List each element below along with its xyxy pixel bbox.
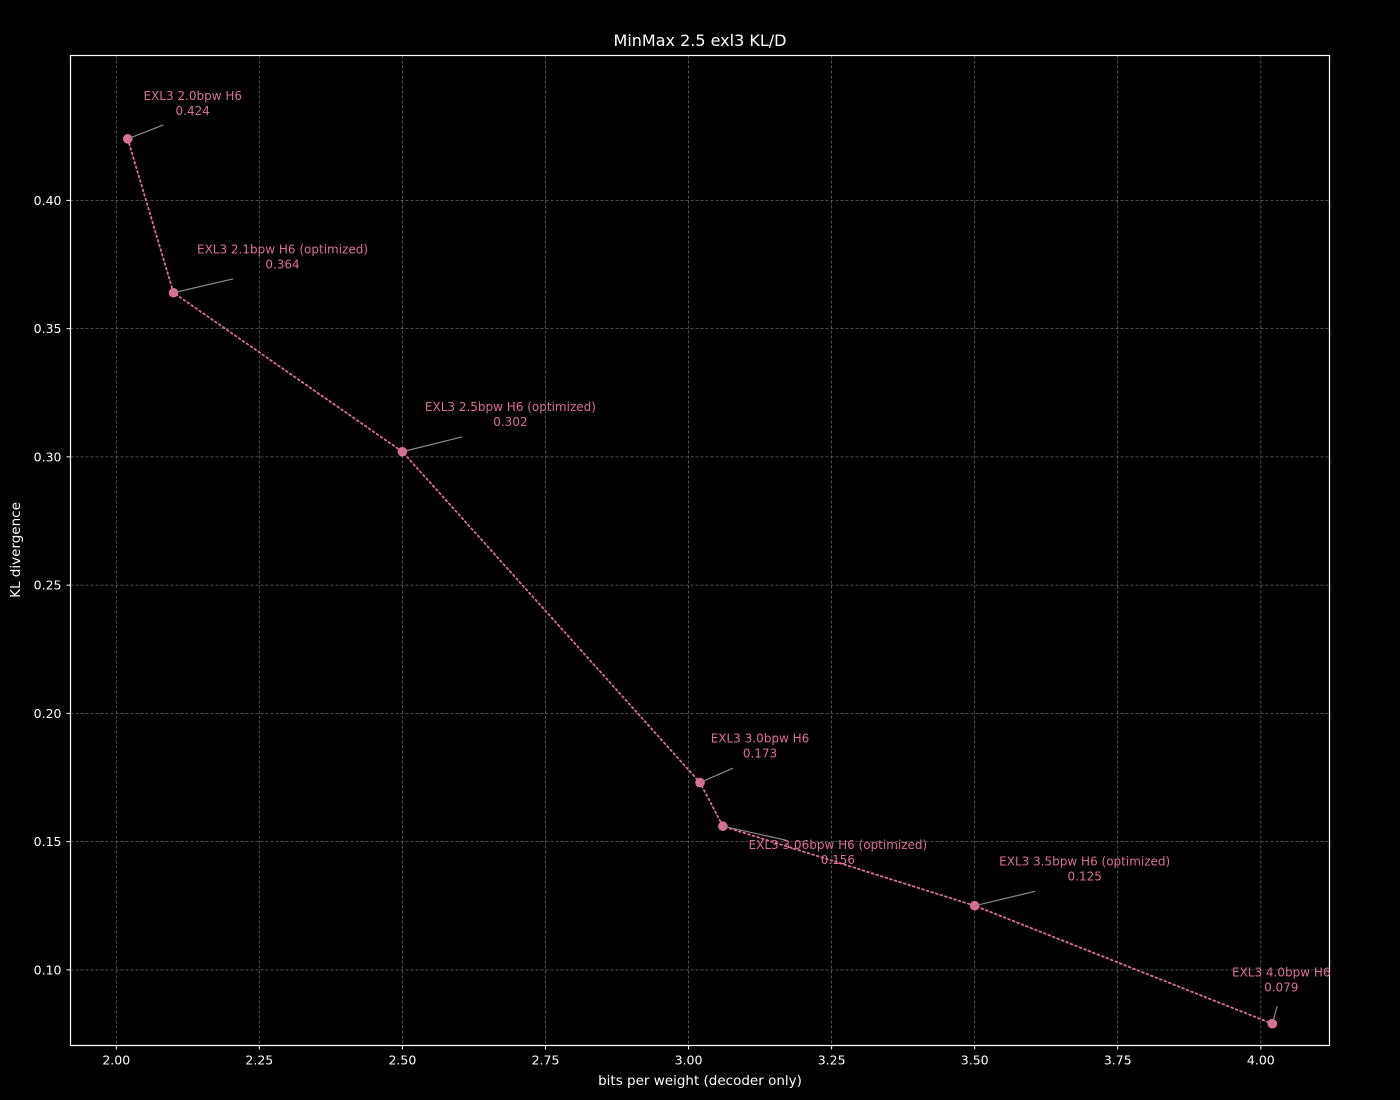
- point-annotations: EXL3 2.0bpw H60.424 EXL3 2.1bpw H6 (optim…: [127, 89, 1331, 1024]
- y-axis-label: KL divergence: [8, 502, 24, 598]
- x-tick-label: 2.75: [532, 1053, 560, 1068]
- plot-area-frame: [69, 54, 1331, 1047]
- x-tick-label: 3.75: [1104, 1053, 1132, 1068]
- point-label: EXL3 3.06bpw H6 (optimized): [749, 838, 928, 852]
- x-axis-label: bits per weight (decoder only): [598, 1073, 802, 1089]
- y-tick-label: 0.25: [34, 578, 62, 593]
- x-tick-label: 2.00: [102, 1053, 130, 1068]
- point-value-label: 0.079: [1264, 981, 1298, 995]
- point-label: EXL3 2.0bpw H6: [143, 89, 242, 103]
- y-tick-label: 0.20: [34, 706, 62, 721]
- x-axis-ticks: 2.00 2.25 2.50 2.75 3.00 3.25 3.50 3.75 4.00: [102, 1045, 1275, 1068]
- y-tick-label: 0.10: [34, 962, 62, 977]
- data-point-marker: [122, 134, 133, 144]
- annotation-leader-line: [699, 767, 734, 784]
- x-tick-label: 4.00: [1247, 1053, 1275, 1068]
- annotation-leader-line: [173, 278, 234, 294]
- point-value-label: 0.173: [743, 747, 777, 761]
- y-axis-ticks: 0.10 0.15 0.20 0.25 0.30 0.35 0.40: [34, 193, 71, 977]
- point-label: EXL3 3.5bpw H6 (optimized): [999, 855, 1170, 869]
- point-value-label: 0.156: [821, 853, 855, 867]
- x-tick-label: 3.25: [818, 1053, 846, 1068]
- point-label: EXL3 3.0bpw H6: [711, 732, 810, 746]
- annotation-leader-line: [722, 825, 787, 841]
- y-tick-label: 0.30: [34, 449, 62, 464]
- point-value-label: 0.364: [265, 258, 299, 272]
- point-label: EXL3 2.5bpw H6 (optimized): [425, 400, 596, 414]
- annotation-leader-line: [402, 436, 462, 453]
- x-tick-label: 2.25: [245, 1053, 273, 1068]
- y-tick-label: 0.40: [34, 193, 62, 208]
- x-tick-label: 2.50: [388, 1053, 416, 1068]
- annotation-leader-line: [1271, 1005, 1278, 1024]
- point-value-label: 0.302: [493, 415, 527, 429]
- y-tick-label: 0.35: [34, 321, 62, 336]
- point-label: EXL3 2.1bpw H6 (optimized): [197, 243, 368, 257]
- x-tick-label: 3.50: [961, 1053, 989, 1068]
- point-value-label: 0.424: [176, 104, 210, 118]
- point-value-label: 0.125: [1068, 870, 1102, 884]
- x-tick-label: 3.00: [675, 1053, 703, 1068]
- chart-title: MinMax 2.5 exl3 KL/D: [614, 31, 787, 50]
- annotation-leader-line: [974, 890, 1036, 907]
- point-label: EXL3 4.0bpw H6: [1232, 966, 1331, 980]
- annotation-leader-line: [127, 124, 164, 140]
- data-point-marker: [168, 287, 179, 298]
- gridlines: [70, 55, 1330, 1046]
- y-tick-label: 0.15: [34, 834, 62, 849]
